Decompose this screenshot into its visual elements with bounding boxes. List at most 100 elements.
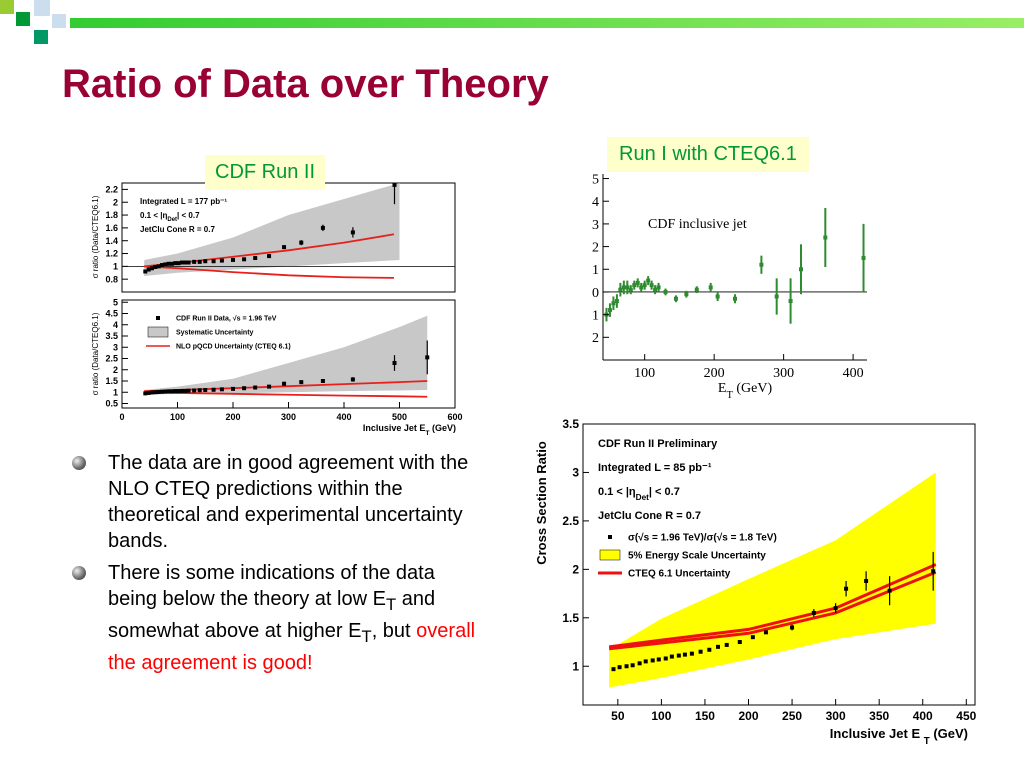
data-point [676,653,681,658]
data-point [203,259,208,264]
text-run: , but [371,620,417,642]
data-point [350,377,355,382]
decor-square [0,0,14,14]
data-point [320,225,325,230]
data-point [811,610,816,615]
data-point [887,588,892,593]
data-point [392,361,397,365]
y-tick-label: 3.5 [105,331,118,341]
data-point [153,264,158,269]
x-tick-label: 200 [704,366,725,381]
data-point [698,649,703,654]
data-point [179,260,184,265]
data-point [282,381,287,386]
data-point [242,386,247,391]
data-point [643,659,648,664]
text-run: | < 0.7 [649,486,680,498]
uncertainty-band [144,315,428,395]
decor-square [34,0,50,16]
bullet-list: The data are in good agreement with the … [72,450,482,682]
data-point [788,299,793,304]
theory-curve [144,265,394,279]
x-tick-label: 100 [170,412,185,422]
data-point [844,586,849,591]
data-point [663,656,668,661]
data-point [625,285,630,290]
x-axis-label: Inclusive Jet E T (GeV) [830,726,968,747]
x-tick-label: 50 [611,709,625,723]
x-tick-label: 500 [392,412,407,422]
x-tick-label: 450 [956,709,976,723]
y-tick-label: 3.5 [562,417,579,431]
y-tick-label: 1 [592,309,599,324]
text-run: (GeV) [429,423,456,433]
y-tick-label: 2.5 [562,514,579,528]
data-point [618,287,623,292]
data-point [186,260,191,265]
data-point [166,261,171,266]
data-point [267,384,272,389]
data-point [350,230,355,235]
data-point [621,285,626,290]
subscript: Det [167,217,177,223]
data-point [763,630,768,635]
text-run: There is some indications of the data be… [108,562,435,610]
data-point [219,258,224,263]
data-point [183,260,188,265]
data-point [617,665,622,670]
uncertainty-band [609,472,936,688]
y-tick-label: 0.8 [105,274,118,284]
legend-label: CDF Run II Data, √s = 1.96 TeV [176,314,277,322]
data-point [646,278,651,283]
text-run: (GeV) [733,381,773,396]
y-tick-label: 2.2 [105,185,118,195]
y-axis-label: σ ratio (Data/CTEQ6.1) [91,195,100,278]
annotation: Integrated L = 177 pb⁻¹ [140,197,227,206]
y-tick-label: 3 [113,342,118,352]
subscript: T [924,736,930,747]
data-point [425,355,430,360]
label-box: Run I with CTEQ6.1 [607,137,809,172]
legend-label: CTEQ 6.1 Uncertainty [628,569,731,580]
data-point [183,388,188,393]
data-point [320,379,325,383]
data-point [159,389,164,394]
data-point [197,388,202,393]
data-point [267,254,272,259]
bullet: There is some indications of the data be… [72,560,482,676]
top-bar [70,18,1024,28]
y-tick-label: 1.2 [105,249,118,259]
data-point [176,261,181,266]
x-tick-label: 0 [119,412,124,422]
plot [608,472,937,688]
data-point [635,280,640,285]
x-tick-label: 400 [336,412,351,422]
data-point [149,266,154,271]
text-run: (GeV) [930,726,968,741]
y-tick-label: 2 [113,197,118,207]
y-tick-label: 0 [592,286,599,301]
data-point [624,664,629,669]
y-axis-label: σ ratio (Data/CTEQ6.1) [91,312,100,395]
text-run: T [361,627,372,646]
data-point [146,267,151,272]
y-tick-label: 3 [592,218,599,233]
data-point [156,390,161,395]
data-point [628,287,633,292]
x-tick-label: 200 [225,412,240,422]
decor-square [34,30,48,44]
subscript: Det [636,493,650,502]
data-point [149,390,154,395]
data-point [630,663,635,668]
subscript: T [425,430,430,437]
data-point [611,301,616,306]
text-run: T [385,595,397,614]
data-point [153,390,158,395]
data-point [715,294,720,299]
legend-label: 5% Energy Scale Uncertainty [628,551,766,562]
annotation: CDF Run II Preliminary [598,438,718,450]
x-tick-label: 300 [826,709,846,723]
uncertainty-band [144,183,400,276]
legend-label: NLO pQCD Uncertainty (CTEQ 6.1) [176,343,291,350]
